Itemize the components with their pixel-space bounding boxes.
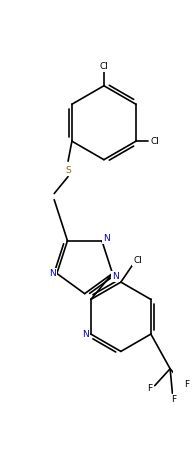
Text: N: N — [49, 269, 56, 278]
Text: N: N — [112, 272, 119, 281]
Text: Cl: Cl — [99, 62, 108, 71]
Text: Cl: Cl — [151, 136, 160, 146]
Text: N: N — [103, 234, 110, 243]
Text: F: F — [185, 380, 190, 389]
Text: S: S — [65, 166, 71, 175]
Text: N: N — [82, 330, 89, 338]
Text: Cl: Cl — [133, 256, 142, 265]
Text: F: F — [171, 395, 177, 404]
Text: F: F — [147, 384, 153, 393]
